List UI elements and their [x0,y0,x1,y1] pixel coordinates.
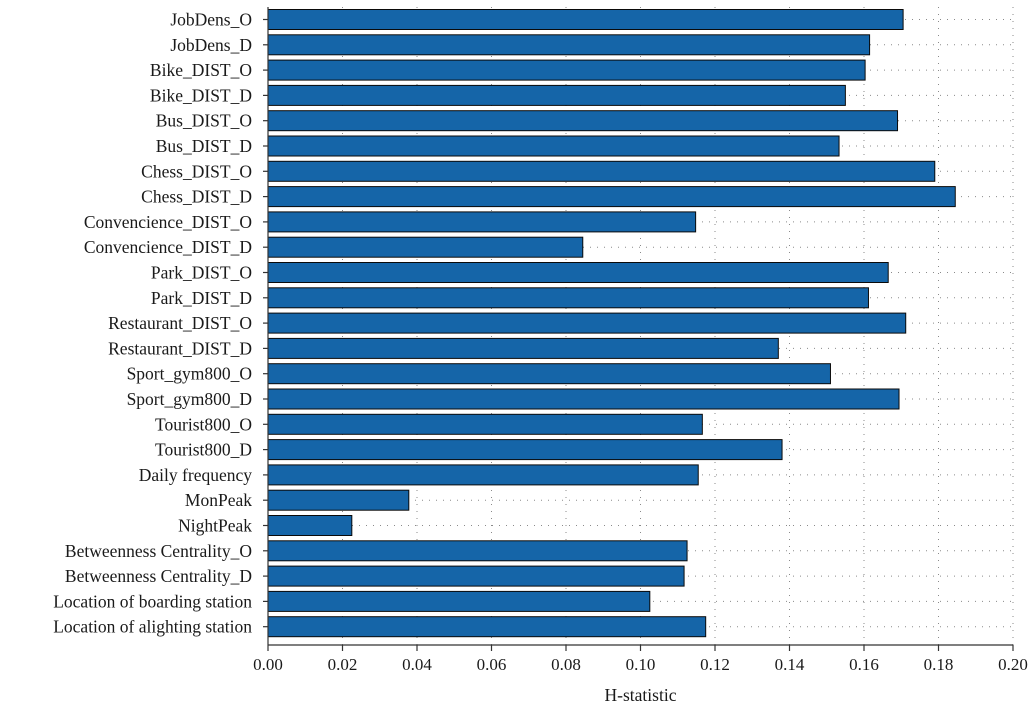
bar [267,236,584,258]
bar [267,515,353,536]
category-label: Chess_DIST_O [141,161,252,181]
bar [267,84,846,106]
bar [267,413,703,435]
bar [267,590,651,612]
category-label: Park_DIST_D [151,288,252,308]
category-label: Betweenness Centrality_D [65,566,252,586]
category-label: NightPeak [178,516,252,536]
category-label: Sport_gym800_D [127,389,252,409]
x-tick-label: 0.12 [700,655,730,674]
x-tick-label: 0.20 [998,655,1028,674]
bar [267,540,688,562]
bar [267,464,699,486]
x-tick-label: 0.10 [626,655,656,674]
category-label: Tourist800_D [155,440,252,460]
category-label: Bike_DIST_O [150,60,252,80]
bar [267,135,840,157]
bar [267,9,904,30]
bar [267,110,899,132]
bar [267,363,831,385]
category-label: Sport_gym800_O [127,364,252,384]
category-label: Restaurant_DIST_D [108,338,252,358]
bar [267,59,866,81]
x-tick-label: 0.00 [253,655,283,674]
bar [267,287,869,309]
bar [267,439,783,461]
bar [267,34,871,56]
category-label: Convencience_DIST_D [84,237,252,257]
category-label: Chess_DIST_D [141,187,252,207]
x-axis-title: H-statistic [605,685,677,705]
bar [267,160,936,182]
category-label: JobDens_O [170,10,252,30]
category-label: Location of alighting station [53,617,252,637]
category-label: Bus_DIST_O [156,111,252,131]
category-label: JobDens_D [170,35,252,55]
category-label: Convencience_DIST_O [84,212,252,232]
x-tick-label: 0.18 [924,655,954,674]
category-label: Park_DIST_O [151,263,252,283]
category-label: Tourist800_O [155,414,252,434]
bar [267,565,685,587]
category-label: MonPeak [185,490,252,510]
bar [267,312,907,334]
category-label: Bus_DIST_D [156,136,252,156]
category-label: Bike_DIST_D [150,85,252,105]
bar [267,211,697,233]
category-label-layer: JobDens_O JobDens_D Bike_DIST_O Bike_DIST_D… [53,10,268,637]
bar [267,616,707,638]
bar-layer [267,9,956,638]
x-tick-layer: 0.00 0.02 0.04 0.06 0.08 0.10 0.12 0.14 0.16 0.18… [253,645,1028,674]
bar [267,489,410,511]
x-tick-label: 0.08 [551,655,581,674]
category-label: Betweenness Centrality_O [65,541,252,561]
x-tick-label: 0.06 [477,655,507,674]
x-tick-label: 0.02 [328,655,358,674]
x-tick-label: 0.04 [402,655,432,674]
x-tick-label: 0.16 [849,655,879,674]
category-label: Location of boarding station [53,591,252,611]
bar [267,186,956,208]
x-tick-label: 0.14 [775,655,805,674]
category-label: Restaurant_DIST_O [108,313,252,333]
bar [267,262,889,283]
bar [267,388,900,410]
category-label: Daily frequency [139,465,252,485]
bar [267,337,779,359]
